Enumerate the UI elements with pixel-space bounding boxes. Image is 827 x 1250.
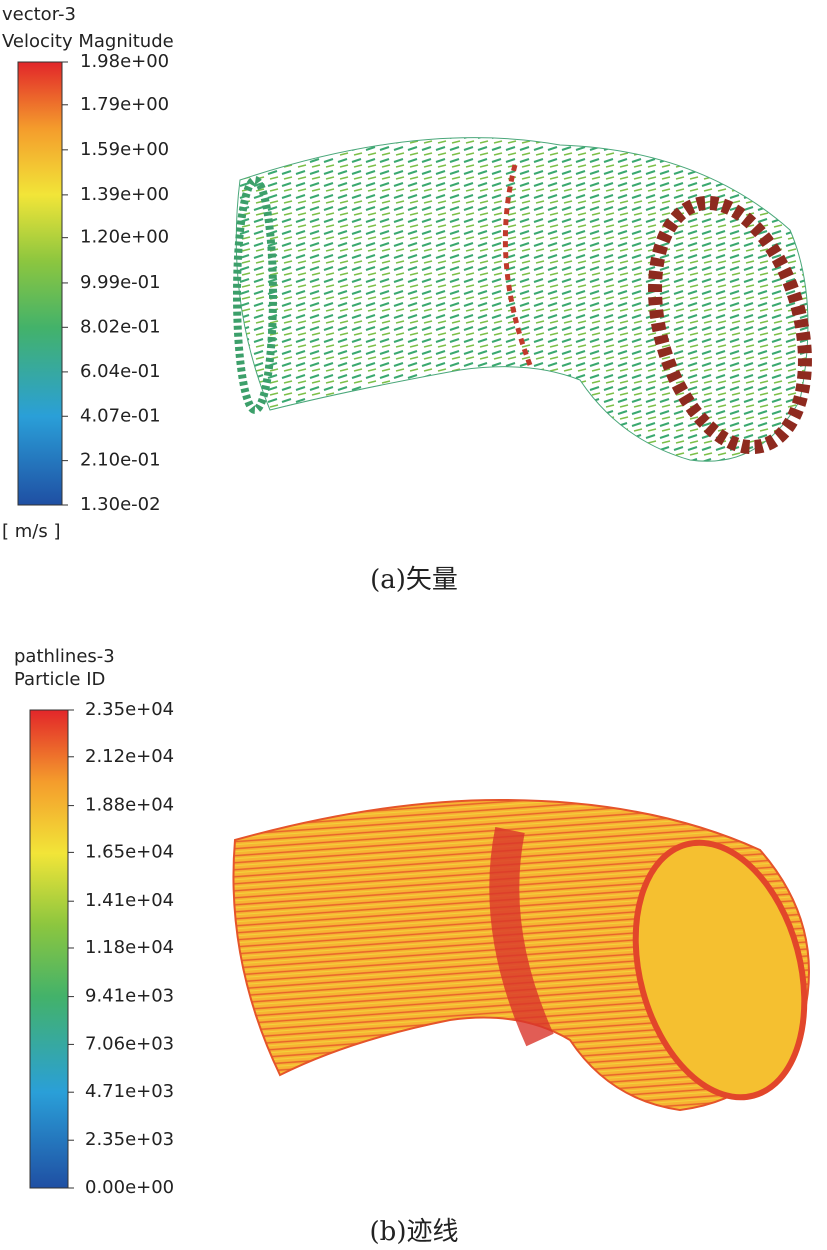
tick-label: 9.99e-01 — [80, 272, 161, 293]
tick-label: 2.10e-01 — [80, 450, 161, 471]
legend-subtitle: Particle ID — [14, 669, 105, 690]
tick-label: 2.35e+03 — [85, 1129, 174, 1150]
unit-label: [ m/s ] — [2, 521, 60, 542]
pathline-plot — [232, 798, 810, 1112]
tick-label: 7.06e+03 — [85, 1033, 174, 1054]
tick-label: 4.07e-01 — [80, 405, 161, 426]
tick-label: 4.71e+03 — [85, 1081, 174, 1102]
tick-label: 6.04e-01 — [80, 361, 161, 382]
tick-label: 1.88e+04 — [85, 795, 174, 816]
tick-label: 1.18e+04 — [85, 937, 174, 958]
tick-label: 1.41e+04 — [85, 890, 174, 911]
caption: (b)迹线 — [370, 1217, 459, 1247]
tick-label: 1.98e+00 — [80, 51, 169, 72]
tick-label: 2.35e+04 — [85, 699, 174, 720]
tick-label: 1.20e+00 — [80, 227, 169, 248]
tick-label: 1.39e+00 — [80, 184, 169, 205]
tick-label: 1.59e+00 — [80, 139, 169, 160]
legend-title: pathlines-3 — [14, 646, 115, 667]
legend-subtitle: Velocity Magnitude — [2, 31, 174, 52]
colorbar — [29, 709, 69, 1189]
caption: (a)矢量 — [370, 565, 458, 595]
colorbar — [17, 61, 63, 506]
tick-label: 1.79e+00 — [80, 94, 169, 115]
legend-title: vector-3 — [2, 4, 76, 25]
tick-label: 0.00e+00 — [85, 1177, 174, 1198]
vector-plot — [233, 137, 812, 462]
tick-label: 1.65e+04 — [85, 841, 174, 862]
tick-label: 1.30e-02 — [80, 494, 161, 515]
tick-label: 2.12e+04 — [85, 746, 174, 767]
tick-label: 8.02e-01 — [80, 316, 161, 337]
tick-label: 9.41e+03 — [85, 986, 174, 1007]
